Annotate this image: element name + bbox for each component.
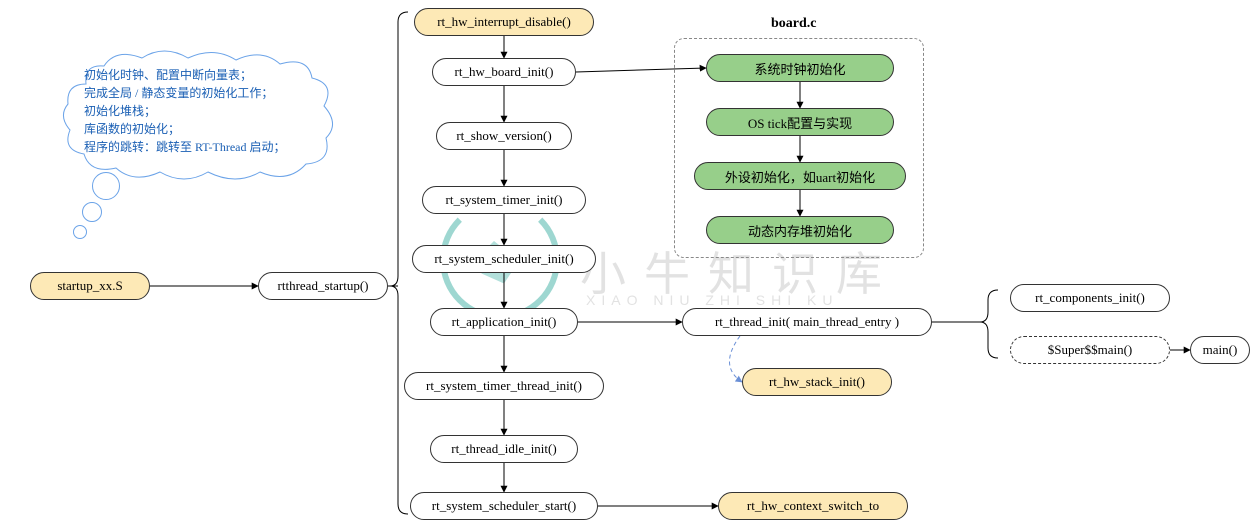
node-hw_stack_init: rt_hw_stack_init() (742, 368, 892, 396)
node-label-main: main() (1203, 342, 1238, 358)
node-app_init: rt_application_init() (430, 308, 578, 336)
node-label-components_init: rt_components_init() (1035, 290, 1145, 306)
node-label-sys_timer_thread_init: rt_system_timer_thread_init() (426, 378, 582, 394)
node-sys_sched_start: rt_system_scheduler_start() (410, 492, 598, 520)
node-components_init: rt_components_init() (1010, 284, 1170, 312)
node-board_heap: 动态内存堆初始化 (706, 216, 894, 244)
bracket-1 (980, 290, 998, 358)
node-startup_s: startup_xx.S (30, 272, 150, 300)
node-label-board_periph: 外设初始化，如uart初始化 (725, 167, 875, 186)
node-thread_init_main_entry: rt_thread_init( main_thread_entry ) (682, 308, 932, 336)
node-label-sys_timer_init: rt_system_timer_init() (446, 192, 563, 208)
cloud-bubble-1 (82, 202, 102, 222)
watermark-text-en: XIAO NIU ZHI SHI KU (586, 292, 838, 308)
node-label-sys_sched_init: rt_system_scheduler_init() (434, 251, 573, 267)
node-sys_sched_init: rt_system_scheduler_init() (412, 245, 596, 273)
boardc-title: board.c (771, 16, 817, 32)
cloud-line-4: 程序的跳转：跳转至 RT-Thread 启动； (84, 138, 286, 156)
thought-cloud: 初始化时钟、配置中断向量表； 完成全局 / 静态变量的初始化工作； 初始化堆栈；… (56, 44, 338, 184)
node-board_clk: 系统时钟初始化 (706, 54, 894, 82)
node-label-board_heap: 动态内存堆初始化 (748, 221, 852, 240)
node-board_periph: 外设初始化，如uart初始化 (694, 162, 906, 190)
cloud-bubble-2 (73, 225, 87, 239)
node-label-super_main: $Super$$main() (1048, 342, 1132, 358)
node-label-thread_idle_init: rt_thread_idle_init() (451, 441, 556, 457)
node-label-hw_ctx_switch: rt_hw_context_switch_to (747, 498, 879, 514)
node-board_tick: OS tick配置与实现 (706, 108, 894, 136)
cloud-bubble-0 (92, 172, 120, 200)
cloud-line-0: 初始化时钟、配置中断向量表； (84, 66, 286, 84)
node-sys_timer_thread_init: rt_system_timer_thread_init() (404, 372, 604, 400)
node-label-sys_sched_start: rt_system_scheduler_start() (432, 498, 576, 514)
node-label-rtthread_startup: rtthread_startup() (278, 278, 369, 294)
cloud-text: 初始化时钟、配置中断向量表； 完成全局 / 静态变量的初始化工作； 初始化堆栈；… (84, 66, 286, 156)
node-label-show_version: rt_show_version() (456, 128, 551, 144)
node-hw_board_init: rt_hw_board_init() (432, 58, 576, 86)
node-main: main() (1190, 336, 1250, 364)
bracket-0 (390, 12, 408, 514)
node-label-thread_init_main_entry: rt_thread_init( main_thread_entry ) (715, 314, 899, 330)
node-hw_int_disable: rt_hw_interrupt_disable() (414, 8, 594, 36)
node-label-hw_int_disable: rt_hw_interrupt_disable() (437, 14, 571, 30)
node-rtthread_startup: rtthread_startup() (258, 272, 388, 300)
node-sys_timer_init: rt_system_timer_init() (422, 186, 586, 214)
node-super_main: $Super$$main() (1010, 336, 1170, 364)
node-hw_ctx_switch: rt_hw_context_switch_to (718, 492, 908, 520)
node-label-hw_stack_init: rt_hw_stack_init() (769, 374, 865, 390)
node-label-board_clk: 系统时钟初始化 (754, 59, 845, 78)
cloud-line-3: 库函数的初始化； (84, 120, 286, 138)
node-thread_idle_init: rt_thread_idle_init() (430, 435, 578, 463)
cloud-line-2: 初始化堆栈； (84, 102, 286, 120)
node-show_version: rt_show_version() (436, 122, 572, 150)
node-label-app_init: rt_application_init() (452, 314, 557, 330)
edge-15 (729, 336, 742, 382)
node-label-board_tick: OS tick配置与实现 (748, 113, 852, 132)
node-label-startup_s: startup_xx.S (57, 278, 122, 294)
cloud-line-1: 完成全局 / 静态变量的初始化工作； (84, 84, 286, 102)
node-label-hw_board_init: rt_hw_board_init() (455, 64, 554, 80)
